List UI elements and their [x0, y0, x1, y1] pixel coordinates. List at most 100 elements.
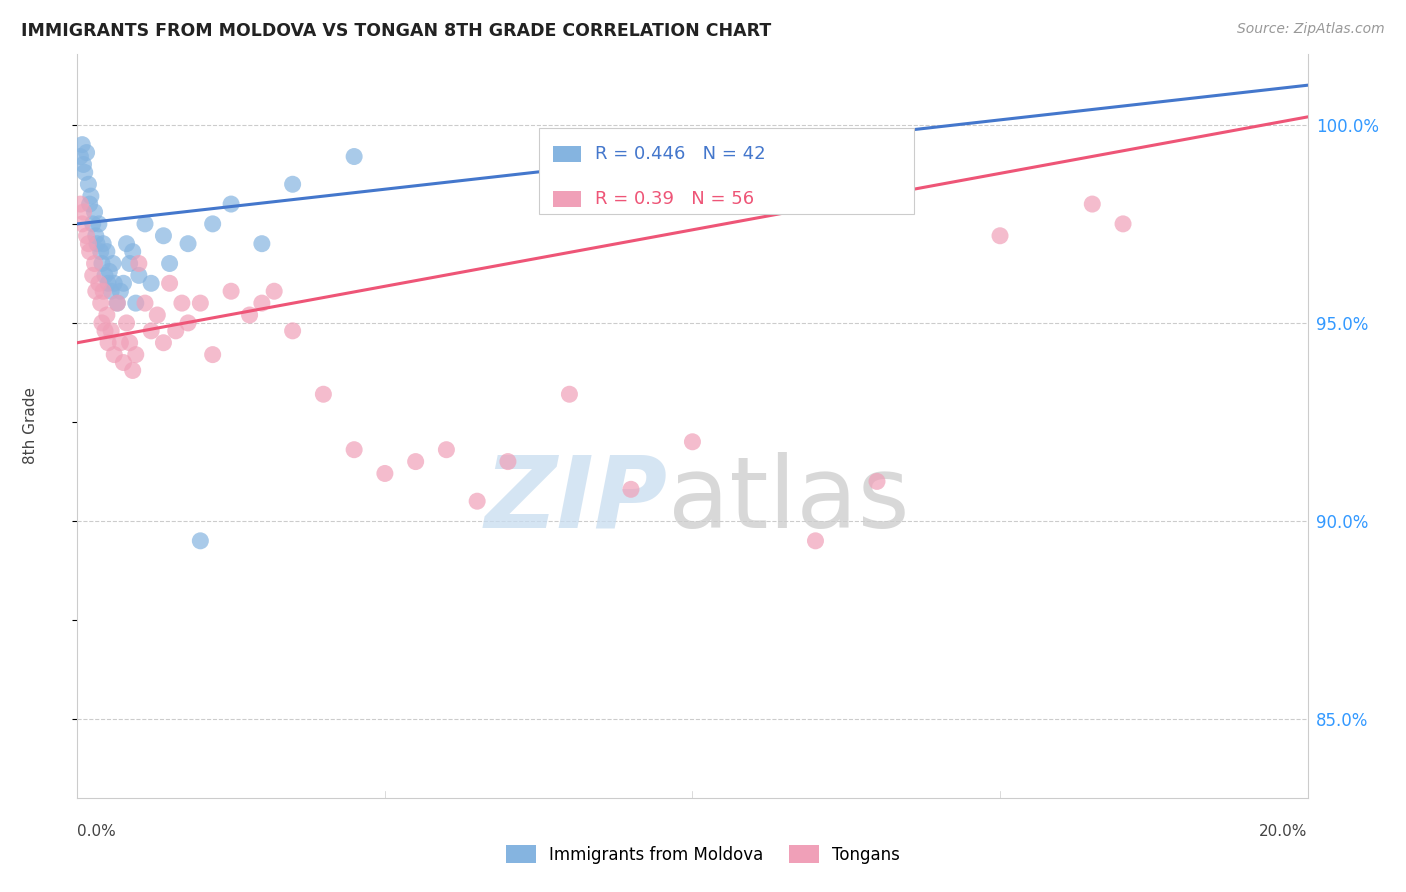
- Point: [152, 335, 174, 350]
- Text: Source: ZipAtlas.com: Source: ZipAtlas.com: [1237, 22, 1385, 37]
- Point: [115, 316, 138, 330]
- Point: [90, 316, 114, 330]
- Point: [94, 324, 117, 338]
- Point: [312, 387, 335, 401]
- Point: [496, 454, 519, 468]
- Point: [804, 533, 827, 548]
- Point: [100, 284, 122, 298]
- Point: [76, 145, 98, 160]
- Point: [83, 205, 105, 219]
- Point: [558, 387, 581, 401]
- Point: [866, 475, 889, 489]
- Point: [343, 149, 366, 163]
- Point: [94, 268, 117, 283]
- Point: [134, 217, 156, 231]
- Point: [1112, 217, 1135, 231]
- Point: [141, 324, 163, 338]
- Point: [152, 228, 174, 243]
- Point: [90, 256, 114, 270]
- Point: [201, 348, 224, 362]
- Point: [250, 236, 273, 251]
- Point: [70, 137, 93, 152]
- Point: [159, 256, 181, 270]
- Point: [118, 335, 141, 350]
- Point: [91, 236, 114, 251]
- Point: [100, 324, 122, 338]
- Text: IMMIGRANTS FROM MOLDOVA VS TONGAN 8TH GRADE CORRELATION CHART: IMMIGRANTS FROM MOLDOVA VS TONGAN 8TH GR…: [21, 22, 772, 40]
- Point: [70, 217, 93, 231]
- Point: [90, 296, 112, 310]
- Text: 0.0%: 0.0%: [77, 824, 117, 839]
- Point: [79, 197, 101, 211]
- Text: atlas: atlas: [668, 452, 910, 549]
- Point: [125, 296, 148, 310]
- Point: [82, 268, 104, 283]
- Point: [121, 244, 143, 259]
- Point: [405, 454, 427, 468]
- Point: [121, 363, 143, 377]
- Point: [105, 296, 128, 310]
- Point: [1081, 197, 1104, 211]
- Point: [177, 236, 200, 251]
- Point: [86, 236, 108, 251]
- Point: [239, 308, 262, 322]
- Point: [77, 178, 100, 192]
- Point: [128, 256, 150, 270]
- Point: [281, 324, 304, 338]
- Point: [76, 228, 98, 243]
- Point: [682, 434, 704, 449]
- Point: [72, 157, 94, 171]
- Point: [101, 256, 124, 270]
- Point: [105, 296, 128, 310]
- Point: [118, 256, 141, 270]
- Point: [115, 236, 138, 251]
- Point: [219, 284, 242, 298]
- Point: [79, 244, 101, 259]
- Point: [112, 355, 135, 369]
- Point: [103, 277, 125, 291]
- Text: ZIP: ZIP: [485, 452, 668, 549]
- Point: [141, 277, 163, 291]
- Point: [103, 348, 125, 362]
- Point: [87, 277, 110, 291]
- Point: [80, 189, 103, 203]
- Point: [134, 296, 156, 310]
- Point: [82, 217, 104, 231]
- Point: [128, 268, 150, 283]
- Point: [219, 197, 242, 211]
- Point: [125, 348, 148, 362]
- Text: 8th Grade: 8th Grade: [22, 387, 38, 465]
- Point: [159, 277, 181, 291]
- Point: [281, 178, 304, 192]
- Point: [96, 308, 118, 322]
- Point: [72, 205, 94, 219]
- Point: [250, 296, 273, 310]
- Point: [69, 197, 91, 211]
- Point: [87, 217, 110, 231]
- Legend: Immigrants from Moldova, Tongans: Immigrants from Moldova, Tongans: [499, 838, 907, 871]
- Point: [170, 296, 193, 310]
- Point: [112, 277, 135, 291]
- FancyBboxPatch shape: [538, 128, 914, 214]
- Point: [98, 264, 121, 278]
- Point: [190, 533, 212, 548]
- Bar: [554, 146, 581, 162]
- Point: [620, 483, 643, 497]
- Point: [465, 494, 488, 508]
- Point: [110, 335, 132, 350]
- Point: [201, 217, 224, 231]
- Point: [83, 256, 105, 270]
- Text: R = 0.39   N = 56: R = 0.39 N = 56: [595, 190, 755, 208]
- Bar: [554, 191, 581, 207]
- Point: [374, 467, 396, 481]
- Point: [96, 244, 118, 259]
- Point: [146, 308, 169, 322]
- Point: [69, 149, 91, 163]
- Point: [263, 284, 285, 298]
- Point: [97, 335, 120, 350]
- Point: [177, 316, 200, 330]
- Point: [343, 442, 366, 457]
- Text: 20.0%: 20.0%: [1260, 824, 1308, 839]
- Point: [988, 228, 1011, 243]
- Point: [84, 228, 107, 243]
